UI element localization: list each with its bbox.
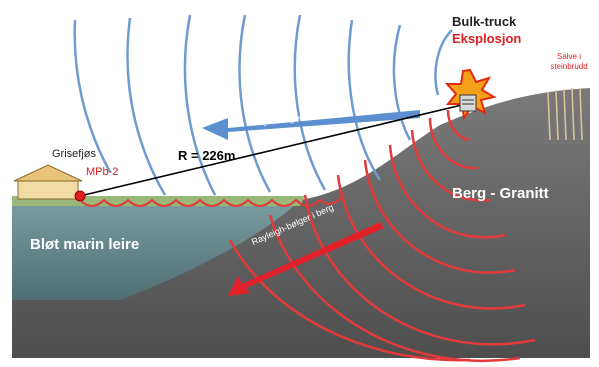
truck-icon — [459, 94, 477, 112]
rayleigh-arrow — [228, 222, 384, 296]
blast-salvo-label: Salve i steinbrudd — [550, 52, 588, 71]
pig-barn-icon — [13, 164, 83, 200]
rock-granite-label: Berg - Granitt — [452, 185, 549, 202]
distance-line — [79, 103, 467, 197]
measurement-point-marker — [74, 190, 86, 202]
explosion-label: Eksplosjon — [452, 31, 522, 46]
air-wave-arrow — [202, 110, 420, 140]
measurement-point-label: MPb-2 — [86, 166, 119, 178]
clay-layer — [12, 200, 300, 300]
surface-wave-line — [79, 193, 345, 207]
soft-marine-clay-label: Bløt marin leire — [30, 236, 140, 253]
quarry-drill-holes — [547, 87, 583, 141]
distance-label: R = 226m — [178, 148, 236, 163]
pig-barn-label: Grisefjøs — [52, 148, 96, 160]
explosion-icon — [444, 68, 497, 121]
rayleigh-waves — [228, 109, 536, 363]
air-pressure-waves — [73, 14, 453, 196]
bulk-truck-label: Bulk-truck — [452, 14, 517, 29]
